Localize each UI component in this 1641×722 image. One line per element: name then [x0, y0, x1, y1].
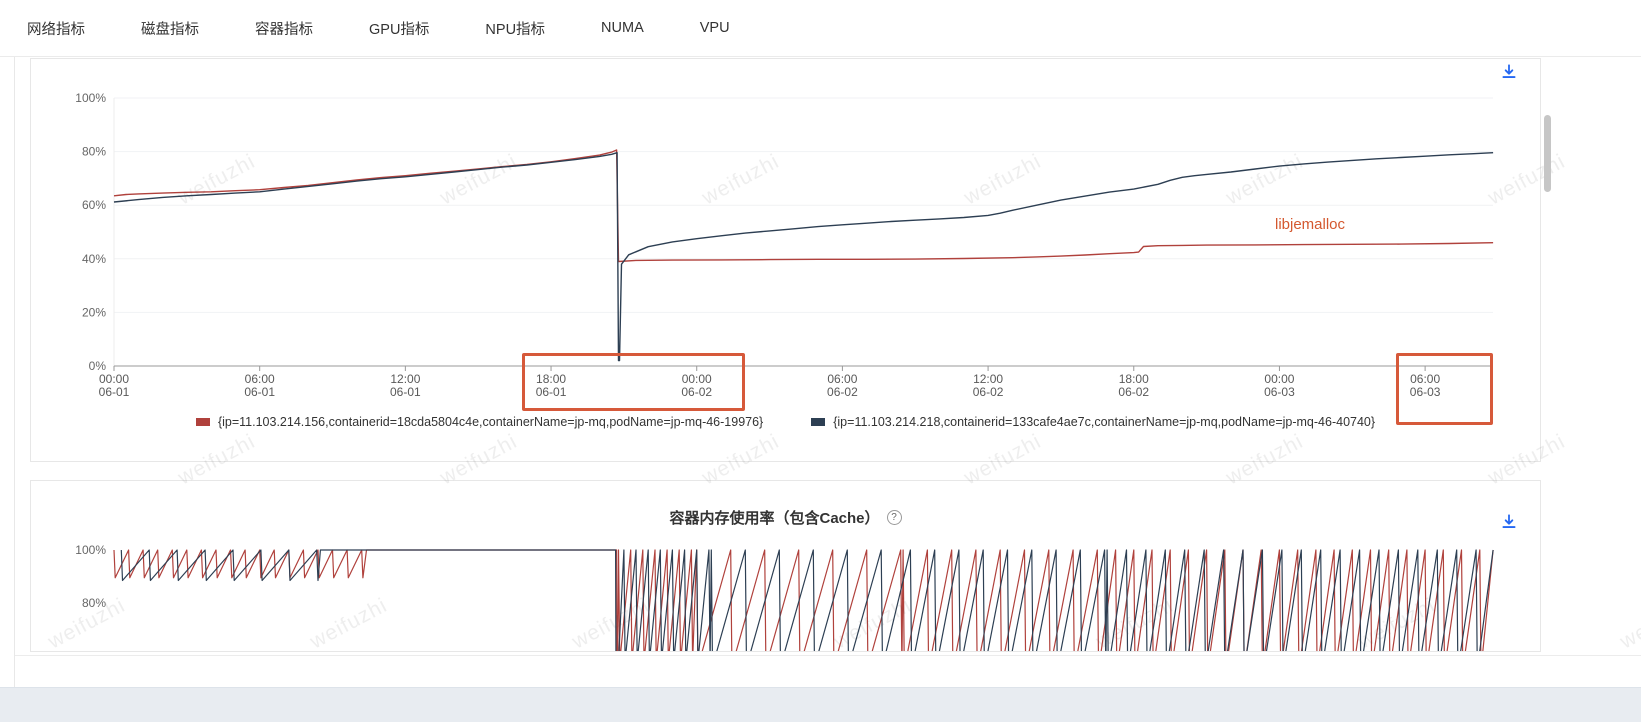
cache-memory-line-chart: 80% 100%: [75, 543, 1494, 651]
legend-item[interactable]: {ip=11.103.214.156,containerid=18cda5804…: [195, 415, 764, 429]
x-tick-date: 06-01: [536, 385, 567, 399]
y-tick-label: 40%: [82, 252, 106, 266]
x-tick-date: 06-02: [681, 385, 712, 399]
nav-tab-2[interactable]: 容器指标: [255, 21, 313, 38]
nav-tab-4[interactable]: NPU指标: [485, 21, 546, 38]
download-chart2-button[interactable]: [1500, 513, 1518, 531]
x-tick-time: 18:00: [536, 372, 566, 386]
nav-tab-3[interactable]: GPU指标: [369, 21, 430, 38]
annotation-label: libjemalloc: [1275, 216, 1346, 233]
y-tick-label: 100%: [75, 91, 106, 105]
scrollbar-thumb[interactable]: [1544, 115, 1551, 192]
nav-tab-0[interactable]: 网络指标: [27, 21, 85, 38]
x-tick-date: 06-02: [827, 385, 858, 399]
download-chart1-button[interactable]: [1500, 63, 1518, 81]
legend-swatch: [811, 418, 826, 426]
y-tick-label: 0%: [89, 359, 107, 373]
download-icon: [1502, 64, 1516, 78]
series-line: [113, 549, 1494, 651]
memory-usage-chart-panel: 0% 20% 40% 60% 80% 100% 00:00 06-01 06:00 06-01 12…: [30, 58, 1541, 462]
section-divider: [15, 655, 1641, 656]
x-tick-date: 06-03: [1410, 385, 1441, 399]
nav-tab-1[interactable]: 磁盘指标: [141, 21, 199, 38]
nav-tab-6[interactable]: VPU: [699, 20, 730, 36]
x-tick-time: 06:00: [245, 372, 275, 386]
help-icon[interactable]: ?: [886, 510, 902, 525]
series-line: [113, 151, 1494, 362]
chart2-header: 容器内存使用率（包含Cache） ?: [31, 507, 1540, 528]
legend-swatch: [195, 418, 210, 426]
metrics-tab-bar: 网络指标 磁盘指标 容器指标 GPU指标 NPU指标 NUMA VPU: [0, 0, 1641, 57]
legend-item[interactable]: {ip=11.103.214.218,containerid=133cafe4a…: [811, 415, 1375, 429]
series-line: [120, 549, 1494, 651]
x-tick-time: 00:00: [1264, 372, 1294, 386]
memory-usage-line-chart: 0%20%40%60%80%100%00:0006-0106:0006-0112…: [75, 91, 1494, 399]
content-left-border: [14, 57, 15, 687]
cache-memory-chart-panel: 容器内存使用率（包含Cache） ? 80% 100%: [30, 480, 1541, 652]
x-tick-date: 06-02: [1118, 385, 1149, 399]
x-tick-time: 00:00: [99, 372, 129, 386]
y-tick-label: 20%: [82, 305, 106, 319]
x-tick-time: 18:00: [1119, 372, 1149, 386]
x-tick-time: 06:00: [1410, 372, 1440, 386]
watermark-text: weifuzhi: [1616, 593, 1641, 654]
series-line: [113, 149, 1494, 263]
legend-label: {ip=11.103.214.156,containerid=18cda5804…: [217, 415, 764, 429]
download-icon: [1502, 514, 1516, 528]
x-tick-date: 06-01: [390, 385, 421, 399]
y-tick-label: 80%: [82, 145, 106, 159]
x-tick-time: 00:00: [682, 372, 712, 386]
legend-label: {ip=11.103.214.218,containerid=133cafe4a…: [833, 415, 1376, 429]
x-tick-date: 06-02: [973, 385, 1004, 399]
y-tick-label: 60%: [82, 198, 106, 212]
nav-tab-5[interactable]: NUMA: [601, 20, 644, 36]
x-tick-date: 06-03: [1264, 385, 1295, 399]
x-tick-time: 12:00: [973, 372, 1003, 386]
x-tick-date: 06-01: [99, 385, 130, 399]
chart1-legend: {ip=11.103.214.156,containerid=18cda5804…: [31, 415, 1540, 429]
y-tick-label: 80%: [82, 596, 106, 610]
x-tick-time: 12:00: [390, 372, 420, 386]
y-tick-label: 100%: [75, 543, 106, 557]
chart2-title: 容器内存使用率（包含Cache）: [669, 510, 880, 527]
x-tick-time: 06:00: [827, 372, 857, 386]
x-tick-date: 06-01: [244, 385, 275, 399]
footer-strip: [0, 687, 1641, 722]
